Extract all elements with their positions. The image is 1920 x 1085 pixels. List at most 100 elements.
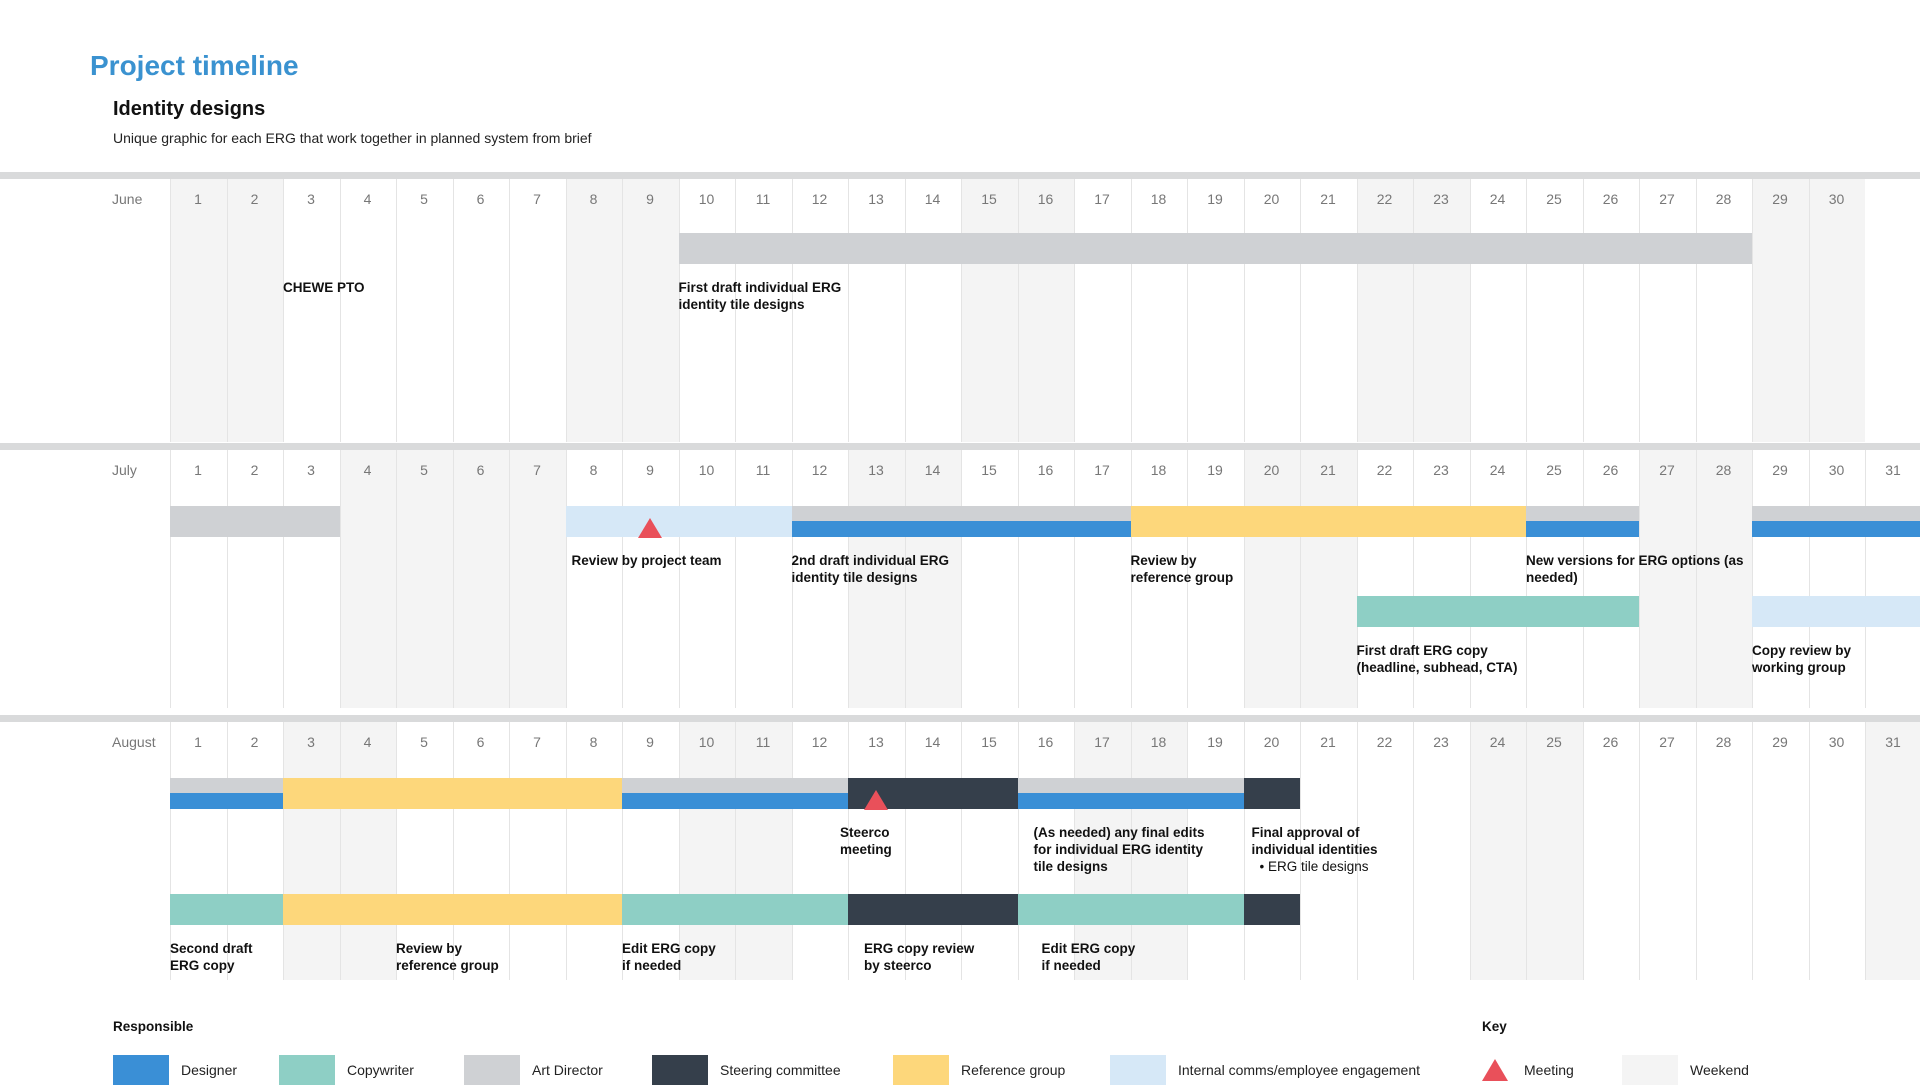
day-column xyxy=(791,179,849,442)
day-number: 27 xyxy=(1659,734,1675,750)
day-number: 1 xyxy=(194,734,202,750)
day-number: 13 xyxy=(868,462,884,478)
legend-label: Reference group xyxy=(961,1062,1066,1078)
day-number: 17 xyxy=(1094,191,1110,207)
day-number: 8 xyxy=(589,462,598,478)
day-column xyxy=(1865,450,1920,708)
legend-label: Copywriter xyxy=(347,1062,414,1078)
weekend-column xyxy=(1695,450,1752,708)
day-number: 13 xyxy=(868,191,884,207)
day-number: 8 xyxy=(589,191,598,207)
page-description: Unique graphic for each ERG that work to… xyxy=(113,130,592,146)
day-column xyxy=(848,179,905,442)
day-number: 12 xyxy=(811,462,828,478)
day-number: 6 xyxy=(476,734,485,750)
month-label: July xyxy=(112,462,137,478)
day-column xyxy=(848,722,905,980)
day-number: 3 xyxy=(307,734,315,750)
day-column xyxy=(1469,450,1527,708)
task-label: First draft individual ERG identity tile… xyxy=(678,280,842,312)
task-label: Final approval of individual identities •… xyxy=(1251,825,1378,874)
day-number: 26 xyxy=(1602,462,1619,478)
day-number: 16 xyxy=(1037,191,1054,207)
weekend-column xyxy=(452,450,509,708)
day-number: 25 xyxy=(1546,734,1562,750)
day-number: 15 xyxy=(981,734,997,750)
day-column xyxy=(1526,179,1583,442)
legend-item-copywriter: Copywriter xyxy=(279,1055,414,1085)
meeting-triangle-icon xyxy=(1482,1059,1508,1081)
month-label: August xyxy=(112,734,156,750)
day-number: 21 xyxy=(1320,462,1336,478)
day-column xyxy=(622,722,679,980)
day-column xyxy=(283,179,340,442)
day-number: 17 xyxy=(1094,462,1110,478)
day-column xyxy=(283,450,340,708)
day-column xyxy=(1130,450,1188,708)
legend-swatch xyxy=(279,1055,335,1085)
weekend-column xyxy=(1130,722,1187,980)
day-number: 22 xyxy=(1376,191,1393,207)
day-number: 18 xyxy=(1150,462,1167,478)
legend-swatch xyxy=(1110,1055,1166,1085)
day-number: 4 xyxy=(363,191,372,207)
day-number: 1 xyxy=(194,462,202,478)
day-number: 16 xyxy=(1037,734,1054,750)
task-bar xyxy=(283,894,622,925)
legend-item-steering-committee: Steering committee xyxy=(652,1055,841,1085)
day-column xyxy=(1356,450,1414,708)
day-number: 7 xyxy=(533,191,541,207)
day-column xyxy=(1243,179,1301,442)
day-number: 2 xyxy=(250,191,259,207)
day-number: 23 xyxy=(1433,462,1449,478)
month-divider xyxy=(0,443,1920,450)
day-column xyxy=(1017,450,1075,708)
task-bar xyxy=(1752,596,1920,627)
day-column xyxy=(226,722,284,980)
day-column xyxy=(622,450,679,708)
day-column xyxy=(1300,722,1357,980)
day-number: 11 xyxy=(755,734,771,750)
task-bar xyxy=(848,894,1018,925)
legend-label: Art Director xyxy=(532,1062,603,1078)
day-number: 12 xyxy=(811,734,828,750)
weekend-column xyxy=(904,450,961,708)
weekend-column xyxy=(678,722,735,980)
day-column xyxy=(509,722,566,980)
day-number: 22 xyxy=(1376,734,1393,750)
day-column xyxy=(396,722,453,980)
day-column xyxy=(1074,450,1131,708)
day-column xyxy=(1582,722,1640,980)
legend-swatch xyxy=(652,1055,708,1085)
task-label: New versions for ERG options (as needed) xyxy=(1526,553,1744,585)
day-number: 11 xyxy=(755,191,771,207)
day-column xyxy=(678,179,736,442)
day-column xyxy=(339,179,397,442)
day-number: 15 xyxy=(981,462,997,478)
day-column xyxy=(1808,450,1866,708)
day-column xyxy=(1187,450,1244,708)
day-number: 30 xyxy=(1828,462,1845,478)
meeting-triangle-icon xyxy=(864,790,889,810)
meeting-triangle-icon xyxy=(638,518,663,538)
weekend-column xyxy=(1752,179,1809,442)
day-number: 28 xyxy=(1715,191,1732,207)
day-column xyxy=(565,722,623,980)
task-bar xyxy=(1526,506,1639,537)
day-column xyxy=(735,450,792,708)
task-bar xyxy=(622,778,848,809)
task-bar xyxy=(1017,894,1244,925)
day-column xyxy=(170,722,227,980)
day-number: 23 xyxy=(1433,734,1449,750)
day-column xyxy=(1300,179,1357,442)
day-column xyxy=(904,179,962,442)
task-bar xyxy=(170,894,283,925)
day-column xyxy=(961,722,1018,980)
page-title: Project timeline xyxy=(90,50,299,81)
day-column xyxy=(1752,722,1809,980)
day-number: 11 xyxy=(755,462,771,478)
legend-label: Meeting xyxy=(1524,1062,1574,1078)
weekend-column xyxy=(1526,722,1583,980)
day-number: 30 xyxy=(1828,734,1845,750)
day-column xyxy=(1187,722,1244,980)
